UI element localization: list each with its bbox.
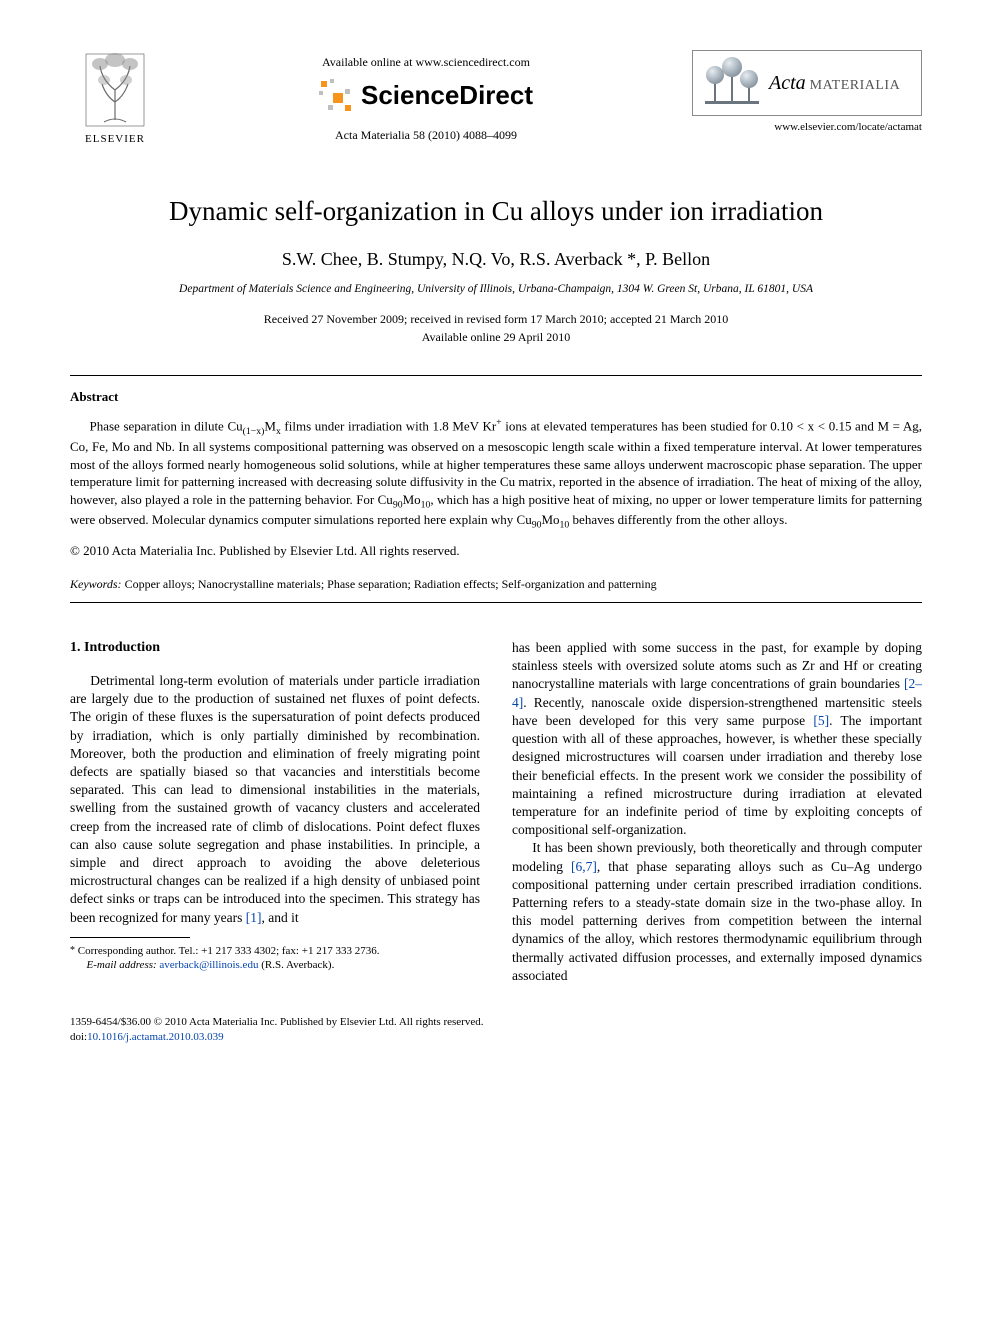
center-header: Available online at www.sciencedirect.co… <box>160 50 692 143</box>
acta-title-italic: Acta <box>769 72 806 94</box>
keywords-label: Keywords: <box>70 577 122 591</box>
page-footer: 1359-6454/$36.00 © 2010 Acta Materialia … <box>70 1015 922 1045</box>
intro-paragraph-2: has been applied with some success in th… <box>512 639 922 839</box>
acta-block-wrapper: Acta MATERIALIA www.elsevier.com/locate/… <box>692 50 922 135</box>
elsevier-label: ELSEVIER <box>70 132 160 147</box>
section-1-heading: 1. Introduction <box>70 639 480 658</box>
article-title: Dynamic self-organization in Cu alloys u… <box>70 193 922 229</box>
divider <box>70 602 922 603</box>
column-left: 1. Introduction Detrimental long-term ev… <box>70 639 480 985</box>
locate-url[interactable]: www.elsevier.com/locate/actamat <box>692 120 922 135</box>
acta-top-row: Acta MATERIALIA <box>701 57 913 109</box>
footer-copyright: 1359-6454/$36.00 © 2010 Acta Materialia … <box>70 1015 922 1030</box>
doi-label: doi: <box>70 1031 87 1043</box>
column-right: has been applied with some success in th… <box>512 639 922 985</box>
acta-title-rest: MATERIALIA <box>806 78 901 93</box>
divider <box>70 375 922 376</box>
available-date: Available online 29 April 2010 <box>70 329 922 345</box>
journal-reference: Acta Materialia 58 (2010) 4088–4099 <box>160 127 692 143</box>
asterisk-icon: * <box>70 945 75 956</box>
elsevier-block: ELSEVIER <box>70 50 160 147</box>
received-dates: Received 27 November 2009; received in r… <box>70 311 922 327</box>
elsevier-tree-icon <box>80 50 150 130</box>
affiliation: Department of Materials Science and Engi… <box>70 282 922 298</box>
doi-link[interactable]: 10.1016/j.actamat.2010.03.039 <box>87 1031 224 1043</box>
footnote-corr: Corresponding author. Tel.: +1 217 333 4… <box>78 945 380 957</box>
acta-spheres-icon <box>701 57 763 109</box>
sciencedirect-icon <box>319 79 353 113</box>
intro-paragraph-3: It has been shown previously, both theor… <box>512 839 922 985</box>
body-columns: 1. Introduction Detrimental long-term ev… <box>70 639 922 985</box>
intro-paragraph-1: Detrimental long-term evolution of mater… <box>70 672 480 927</box>
email-tail: (R.S. Averback). <box>258 959 334 971</box>
sciencedirect-text: ScienceDirect <box>361 78 533 113</box>
acta-materialia-box: Acta MATERIALIA <box>692 50 922 116</box>
corresponding-footnote: * Corresponding author. Tel.: +1 217 333… <box>70 944 480 973</box>
email-link[interactable]: averback@illinois.edu <box>159 959 258 971</box>
abstract-text: Phase separation in dilute Cu(1−x)Mx fil… <box>70 416 922 532</box>
keywords-text: Copper alloys; Nanocrystalline materials… <box>122 577 657 591</box>
authors-line: S.W. Chee, B. Stumpy, N.Q. Vo, R.S. Aver… <box>70 247 922 271</box>
acta-title: Acta MATERIALIA <box>769 70 900 97</box>
keywords-line: Keywords: Copper alloys; Nanocrystalline… <box>70 576 922 592</box>
abstract-copyright: © 2010 Acta Materialia Inc. Published by… <box>70 542 922 560</box>
sciencedirect-logo-row: ScienceDirect <box>160 78 692 113</box>
footer-doi-line: doi:10.1016/j.actamat.2010.03.039 <box>70 1030 922 1045</box>
footnote-divider <box>70 937 190 938</box>
available-online-text: Available online at www.sciencedirect.co… <box>160 54 692 70</box>
page-header: ELSEVIER Available online at www.science… <box>70 50 922 147</box>
email-label: E-mail address: <box>70 958 157 972</box>
abstract-label: Abstract <box>70 388 922 406</box>
